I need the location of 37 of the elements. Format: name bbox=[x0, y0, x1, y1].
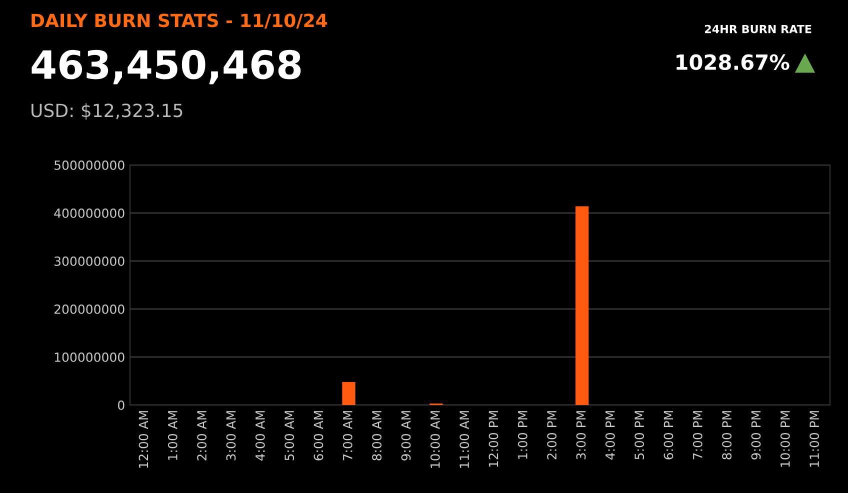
x-tick-label: 6:00 PM bbox=[664, 411, 674, 460]
x-tick-label: 10:00 AM bbox=[430, 411, 440, 468]
x-tick-label: 2:00 PM bbox=[547, 411, 557, 460]
bar bbox=[342, 382, 356, 405]
x-tick-label: 1:00 PM bbox=[518, 411, 528, 459]
text: 1028.67% bbox=[676, 54, 790, 70]
x-tick-label: 12:00 PM bbox=[488, 411, 498, 467]
y-tick-label: 200000000 bbox=[54, 304, 124, 314]
x-tick-label: 7:00 PM bbox=[692, 411, 702, 460]
x-tick-label: 11:00 PM bbox=[810, 411, 820, 467]
x-tick-label: 3:00 PM bbox=[576, 411, 586, 460]
text: 24HR BURN RATE bbox=[705, 24, 812, 34]
bar bbox=[576, 206, 589, 405]
y-tick-label: 400000000 bbox=[54, 208, 124, 218]
x-tick-label: 9:00 PM bbox=[751, 411, 761, 460]
x-tick-label: 8:00 PM bbox=[722, 411, 732, 460]
x-tick-label: 4:00 PM bbox=[605, 411, 615, 460]
y-tick-label: 100000000 bbox=[54, 352, 124, 362]
x-tick-label: 4:00 AM bbox=[255, 411, 265, 461]
y-tick-label: 0 bbox=[118, 400, 124, 410]
x-tick-label: 5:00 PM bbox=[634, 411, 644, 460]
chart-title: DAILY BURN STATS - 11/10/24 bbox=[32, 14, 328, 29]
x-tick-label: 10:00 PM bbox=[780, 411, 790, 467]
y-tick-label: 300000000 bbox=[54, 256, 124, 266]
text: 463,450,468 bbox=[32, 50, 301, 84]
text: USD: $12,323.15 bbox=[32, 103, 182, 120]
x-tick-label: 1:00 AM bbox=[168, 411, 178, 460]
x-tick-label: 9:00 AM bbox=[401, 411, 411, 460]
x-tick-label: 6:00 AM bbox=[314, 411, 324, 460]
x-tick-label: 11:00 AM bbox=[460, 411, 470, 468]
x-tick-label: 12:00 AM bbox=[138, 411, 148, 468]
y-tick-label: 500000000 bbox=[54, 160, 124, 170]
x-tick-label: 8:00 AM bbox=[372, 411, 382, 460]
x-tick-label: 2:00 AM bbox=[197, 411, 207, 460]
x-tick-label: 5:00 AM bbox=[284, 411, 294, 460]
x-tick-label: 7:00 AM bbox=[342, 411, 352, 460]
x-tick-label: 3:00 AM bbox=[226, 411, 236, 460]
